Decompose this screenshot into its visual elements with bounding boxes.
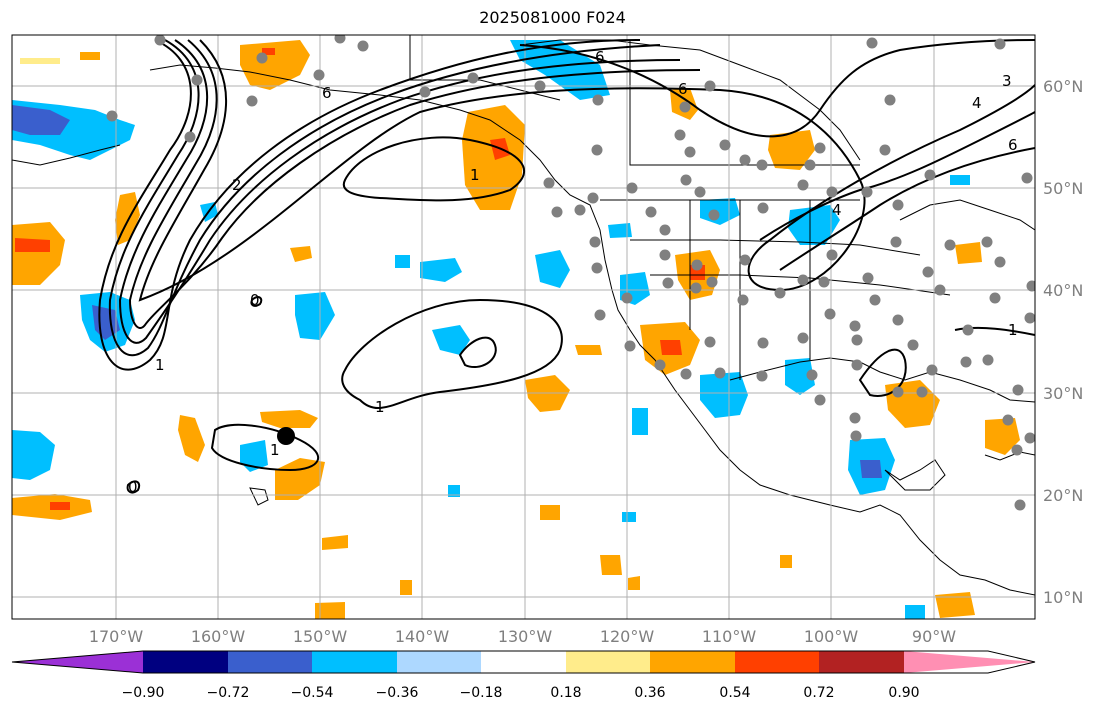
- lat-label: 10°N: [1043, 588, 1083, 607]
- contour-label: 1: [375, 398, 385, 416]
- lon-label: 150°W: [293, 627, 348, 646]
- colorbar: [11, 650, 1036, 674]
- lat-label: 60°N: [1043, 77, 1083, 96]
- colorbar-segment: [566, 651, 650, 673]
- contour-label: 4: [832, 201, 842, 219]
- contour-label: 1: [1008, 321, 1018, 339]
- contour-label: 1: [270, 441, 280, 459]
- lat-label: 20°N: [1043, 486, 1083, 505]
- colorbar-tick-label: 0.18: [550, 685, 581, 701]
- colorbar-outline: [11, 650, 1036, 674]
- lon-label: 160°W: [191, 627, 246, 646]
- contour-label: 4: [972, 94, 982, 112]
- colorbar-segment: [481, 651, 566, 673]
- colorbar-segment: [143, 651, 228, 673]
- latitude-axis: 60°N 50°N 40°N 30°N 20°N 10°N: [1043, 77, 1083, 607]
- contour-label: 1: [470, 166, 480, 184]
- contour-label: 6: [595, 48, 605, 66]
- station-dots: [106, 35, 1035, 511]
- contour-lines: [98, 39, 1035, 494]
- colorbar-segment: [397, 651, 481, 673]
- lat-label: 50°N: [1043, 179, 1083, 198]
- colorbar-segment: [228, 651, 312, 673]
- plot-title: 2025081000 F024: [479, 8, 626, 27]
- lon-label: 110°W: [702, 627, 757, 646]
- colorbar-tick-label: −0.90: [122, 685, 165, 701]
- colorbar-segment: [904, 651, 1035, 673]
- coastlines: [12, 35, 1035, 596]
- colorbar-segment: [650, 651, 735, 673]
- lon-label: 170°W: [89, 627, 144, 646]
- lon-label: 120°W: [600, 627, 655, 646]
- colorbar-segment: [819, 651, 904, 673]
- lat-label: 40°N: [1043, 281, 1083, 300]
- black-circle-marker: [277, 427, 295, 445]
- colorbar-tick-label: 0.90: [888, 685, 919, 701]
- lon-label: 90°W: [912, 627, 956, 646]
- longitude-axis: 170°W 160°W 150°W 140°W 130°W 120°W 110°…: [89, 627, 956, 646]
- lon-label: 140°W: [395, 627, 450, 646]
- contour-label: 0: [128, 478, 138, 496]
- colorbar-tick-label: −0.36: [376, 685, 419, 701]
- contour-label-group: 6 6 6 3 4 6 1 1 1 1 2 4 0 0 1: [128, 48, 1018, 496]
- colorbar-ticks: −0.90 −0.72 −0.54 −0.36 −0.18 0.18 0.36 …: [122, 685, 920, 701]
- contour-label: 6: [678, 80, 688, 98]
- colorbar-segment: [12, 651, 143, 673]
- colorbar-segment: [312, 651, 397, 673]
- colorbar-tick-label: 0.36: [634, 685, 665, 701]
- colorbar-segment: [735, 651, 819, 673]
- colorbar-tick-label: −0.72: [207, 685, 250, 701]
- map-frame: [11, 34, 1036, 620]
- contour-label: 6: [322, 84, 332, 102]
- contour-label: 2: [232, 176, 242, 194]
- lat-label: 30°N: [1043, 384, 1083, 403]
- contour-label: 0: [250, 291, 260, 309]
- lon-label: 100°W: [804, 627, 859, 646]
- contour-label: 1: [155, 356, 165, 374]
- contour-label: 3: [1002, 72, 1012, 90]
- colorbar-tick-label: −0.18: [460, 685, 503, 701]
- colorbar-tick-label: −0.54: [291, 685, 334, 701]
- anomaly-shading: [12, 40, 1020, 619]
- colorbar-tick-label: 0.54: [719, 685, 750, 701]
- contour-label: 6: [1008, 136, 1018, 154]
- colorbar-tick-label: 0.72: [803, 685, 834, 701]
- lon-label: 130°W: [498, 627, 553, 646]
